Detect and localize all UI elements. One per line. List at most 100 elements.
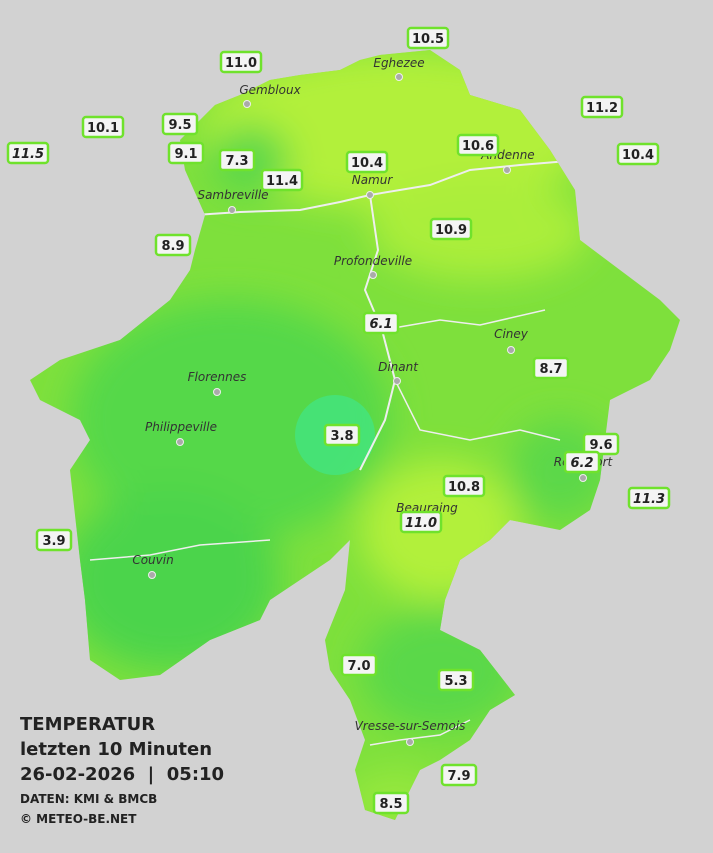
station-value: 7.9 <box>447 769 470 784</box>
station-value: 11.2 <box>586 101 618 116</box>
city-dot <box>148 571 156 579</box>
city-label: Philippeville <box>145 420 217 434</box>
station: 10.1 <box>81 115 125 139</box>
station: 11.4 <box>260 168 304 192</box>
station-value: 10.4 <box>622 148 654 163</box>
city-dot <box>176 438 184 446</box>
station-value: 8.7 <box>539 362 562 377</box>
source: DATEN: KMI & BMCB <box>20 792 157 806</box>
station-value: 11.0 <box>225 56 257 71</box>
station-value: 11.4 <box>266 174 298 189</box>
station: 11.0 <box>219 50 263 74</box>
station: 9.6 <box>582 432 620 456</box>
station-value: 10.5 <box>412 32 444 47</box>
station: 3.9 <box>35 528 73 552</box>
station-value: 10.8 <box>448 480 480 495</box>
station: 10.6 <box>456 133 500 157</box>
station-value: 11.0 <box>405 516 437 531</box>
station: 10.4 <box>345 150 389 174</box>
station-box <box>218 148 256 172</box>
station: 11.3 <box>627 486 671 510</box>
city-dot <box>395 73 403 81</box>
city-dot <box>579 474 587 482</box>
city-label: Ciney <box>494 327 529 341</box>
station-value: 6.1 <box>369 317 392 332</box>
station-value: 7.0 <box>347 659 370 674</box>
station-value: 5.3 <box>444 674 467 689</box>
period: letzten 10 Minuten <box>20 739 212 760</box>
city-dot <box>503 166 511 174</box>
station: 5.3 <box>437 668 475 692</box>
station-value: 6.2 <box>570 456 593 471</box>
station: 8.9 <box>154 233 192 257</box>
station-box <box>323 423 361 447</box>
station-box <box>442 474 486 498</box>
station-box <box>362 311 400 335</box>
station: 8.7 <box>532 356 570 380</box>
station-box <box>440 763 478 787</box>
station-box <box>167 141 205 165</box>
station: 7.0 <box>340 653 378 677</box>
station: 10.5 <box>406 26 450 50</box>
copyright: © METEO-BE.NET <box>20 812 137 826</box>
station-box <box>372 791 410 815</box>
station: 8.5 <box>372 791 410 815</box>
station: 9.1 <box>167 141 205 165</box>
station: 11.2 <box>580 95 624 119</box>
station: 6.2 <box>563 450 601 474</box>
city-dot <box>243 100 251 108</box>
station-value: 10.1 <box>87 121 119 136</box>
station-box <box>582 432 620 456</box>
city-dot <box>393 377 401 385</box>
station-value: 7.3 <box>225 154 248 169</box>
city-label: Namur <box>352 173 394 187</box>
station-value: 9.1 <box>174 147 197 162</box>
station-value: 8.5 <box>379 797 402 812</box>
station-value: 11.3 <box>633 492 665 507</box>
city-dot <box>507 346 515 354</box>
station: 9.5 <box>161 112 199 136</box>
station-box <box>399 510 443 534</box>
station-box <box>580 95 624 119</box>
station-value: 3.8 <box>330 429 353 444</box>
station-box <box>616 142 660 166</box>
station-box <box>437 668 475 692</box>
station: 11.0 <box>399 510 443 534</box>
station-value: 9.6 <box>589 438 612 453</box>
station: 7.9 <box>440 763 478 787</box>
station-box <box>219 50 263 74</box>
station-box <box>532 356 570 380</box>
station: 11.5 <box>6 141 50 165</box>
station-value: 9.5 <box>168 118 191 133</box>
city-dot <box>366 191 374 199</box>
city-dot <box>213 388 221 396</box>
station-box <box>81 115 125 139</box>
station-box <box>563 450 601 474</box>
city-label: Profondeville <box>334 254 412 268</box>
station-box <box>154 233 192 257</box>
station-value: 3.9 <box>42 534 65 549</box>
station-value: 10.6 <box>462 139 494 154</box>
city-label: Florennes <box>188 370 247 384</box>
station-box <box>406 26 450 50</box>
station-value: 10.9 <box>435 223 467 238</box>
datetime: 26-02-2026 | 05:10 <box>20 764 224 785</box>
station-box <box>6 141 50 165</box>
city-label: Sambreville <box>197 188 268 202</box>
title: TEMPERATUR <box>20 714 155 735</box>
station-box <box>260 168 304 192</box>
station: 10.4 <box>616 142 660 166</box>
station: 10.9 <box>429 217 473 241</box>
city-label: Dinant <box>378 360 419 374</box>
city-dot <box>369 271 377 279</box>
city-dot <box>406 738 414 746</box>
station: 10.8 <box>442 474 486 498</box>
station-box <box>627 486 671 510</box>
station-value: 10.4 <box>351 156 383 171</box>
station-value: 11.5 <box>12 147 44 162</box>
station-box <box>429 217 473 241</box>
station: 3.8 <box>323 423 361 447</box>
city-label: Vresse-sur-Semois <box>355 719 466 733</box>
station-box <box>345 150 389 174</box>
station: 6.1 <box>362 311 400 335</box>
